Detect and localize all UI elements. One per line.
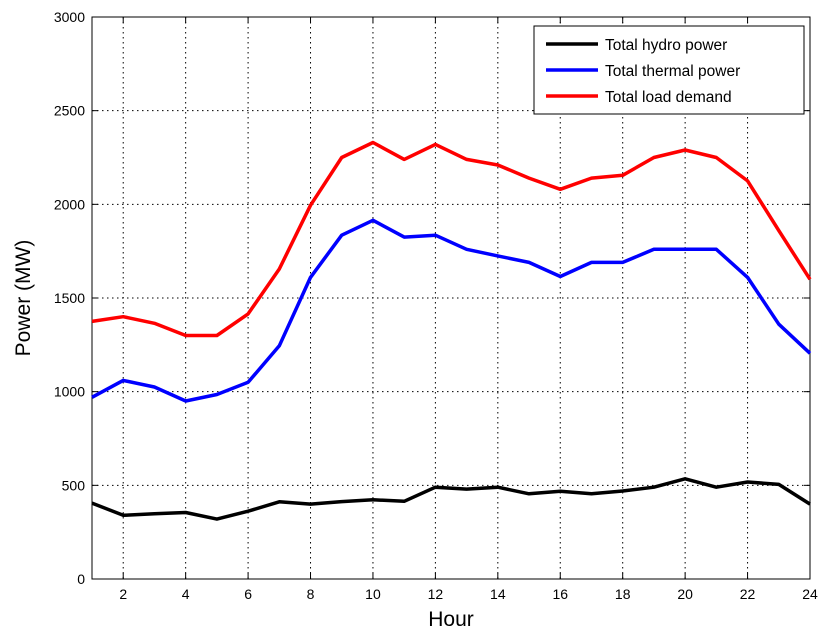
legend: Total hydro power Total thermal power Tota… (533, 25, 805, 115)
y-tick-label: 3000 (54, 9, 85, 25)
y-tick-label: 0 (77, 571, 85, 587)
x-tick-label: 12 (428, 586, 444, 602)
x-tick-label: 16 (552, 586, 568, 602)
series-line-1 (91, 477, 811, 521)
y-axis-label: Power (MW) (12, 240, 35, 357)
x-tick-label: 20 (677, 586, 693, 602)
x-tick-label: 22 (740, 586, 756, 602)
y-tick-label: 1000 (54, 384, 85, 400)
axis-ticks: 2 4 6 8 10 12 14 16 18 20 22 2405001000150020002500… (54, 9, 818, 602)
legend-label-1: Total hydro power (605, 37, 727, 54)
x-axis-label: Hour (428, 608, 474, 631)
y-tick-label: 2500 (54, 103, 85, 119)
x-tick-label: 10 (365, 586, 381, 602)
series-lines (91, 140, 812, 521)
grid-lines (92, 17, 810, 579)
series-line-2 (91, 218, 812, 403)
series-line-3 (91, 140, 812, 338)
x-tick-label: 14 (490, 586, 506, 602)
x-tick-label: 24 (802, 586, 818, 602)
y-tick-label: 2000 (54, 196, 85, 212)
x-tick-label: 4 (182, 586, 190, 602)
x-tick-label: 2 (119, 586, 127, 602)
y-tick-label: 500 (62, 477, 86, 493)
x-tick-label: 18 (615, 586, 631, 602)
y-tick-label: 1500 (54, 290, 85, 306)
legend-label-2: Total thermal power (605, 63, 740, 80)
x-tick-label: 6 (244, 586, 252, 602)
x-tick-label: 8 (307, 586, 315, 602)
legend-label-3: Total load demand (605, 89, 732, 106)
